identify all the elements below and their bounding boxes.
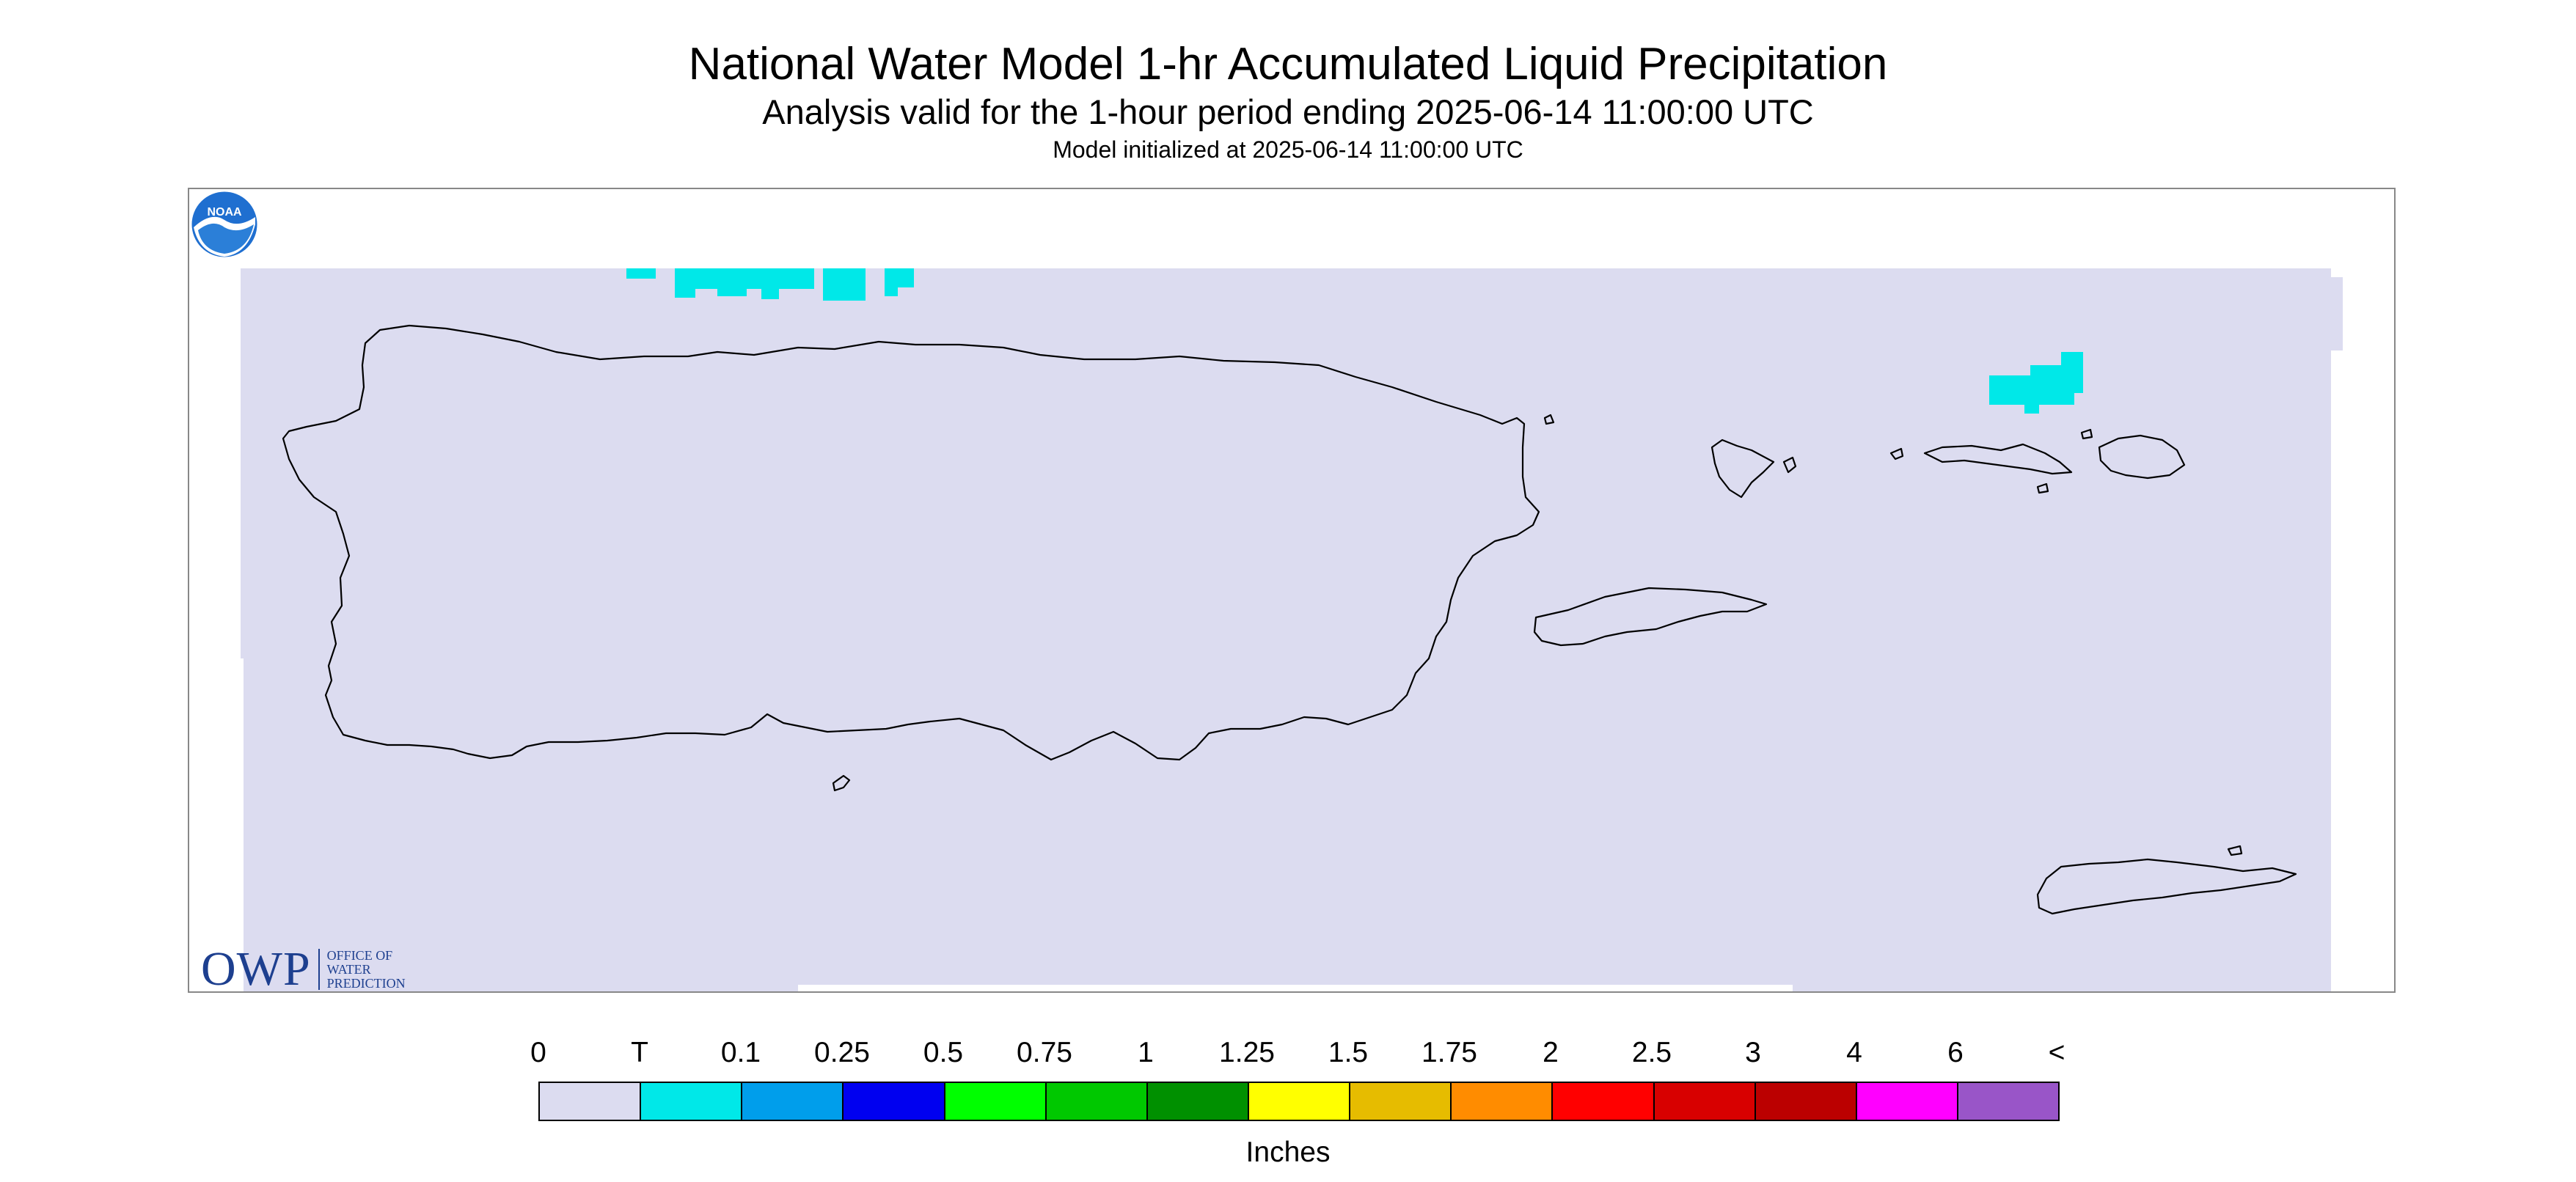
owp-logo-divider — [318, 949, 320, 990]
map-subtitle: Analysis valid for the 1-hour period end… — [762, 92, 1814, 131]
colorbar-tick-label: 3 — [1745, 1037, 1761, 1068]
small-islet-4 — [1543, 414, 1555, 425]
noaa-logo-icon: NOAA — [189, 189, 260, 260]
colorbar-units: Inches — [1245, 1137, 1331, 1168]
colorbar-swatch — [1452, 1083, 1554, 1120]
colorbar-swatch — [641, 1083, 743, 1120]
colorbar-swatch — [742, 1083, 844, 1120]
colorbar-tick-label: 4 — [1846, 1037, 1862, 1068]
st-croix-outline — [2036, 858, 2297, 915]
colorbar-tick-label: T — [631, 1037, 648, 1068]
precipitation-map — [241, 268, 2343, 991]
vieques-outline — [1533, 587, 1768, 647]
colorbar-labels: 0 T 0.1 0.25 0.5 0.75 1 1.25 1.5 1.75 2 2.5 3 4 6 < — [0, 1035, 2576, 1072]
small-islet-1 — [1889, 447, 1904, 460]
colorbar-tick-label: 1.25 — [1219, 1037, 1275, 1068]
culebrita-outline — [1782, 456, 1797, 474]
colorbar-swatch — [1958, 1083, 2059, 1120]
colorbar-swatch — [540, 1083, 642, 1120]
trace-precipitation — [626, 268, 2083, 414]
st-thomas-outline — [1923, 443, 2073, 475]
owp-logo-text: Office of Water Prediction — [326, 947, 406, 991]
colorbar-tick-label: 1 — [1138, 1037, 1154, 1068]
colorbar-swatch — [945, 1083, 1047, 1120]
colorbar-tick-label: 0.5 — [923, 1037, 964, 1068]
colorbar-tick-label: 1.5 — [1328, 1037, 1369, 1068]
map-panel: OWP Office of Water Prediction NOAA — [188, 188, 2396, 993]
small-islet-3 — [2080, 428, 2093, 440]
colorbar-swatch — [1856, 1083, 1958, 1120]
colorbar-tick-label: 1.75 — [1421, 1037, 1477, 1068]
colorbar-tick-label: 6 — [1947, 1037, 1964, 1068]
colorbar — [538, 1082, 2060, 1121]
colorbar-swatch — [1755, 1083, 1857, 1120]
model-init-time: Model initialized at 2025-06-14 11:00:00… — [1053, 136, 1523, 163]
puerto-rico-outline — [282, 324, 1540, 761]
colorbar-swatch — [1553, 1083, 1655, 1120]
colorbar-swatch — [844, 1083, 945, 1120]
colorbar-swatch — [1654, 1083, 1756, 1120]
colorbar-tick-label: 0.75 — [1017, 1037, 1072, 1068]
owp-logo-mark: OWP — [201, 942, 311, 993]
coastlines — [282, 324, 2297, 915]
colorbar-tick-label: 0.1 — [720, 1037, 761, 1068]
isla-caja-de-muertos-outline — [832, 774, 851, 792]
colorbar-swatch — [1046, 1083, 1148, 1120]
colorbar-swatch — [1248, 1083, 1351, 1120]
st-john-outline — [2098, 434, 2186, 480]
owp-logo: OWP Office of Water Prediction — [201, 942, 437, 993]
culebra-outline — [1710, 438, 1775, 499]
model-domain — [241, 268, 2343, 991]
small-islet-2 — [2036, 482, 2049, 494]
colorbar-tick-label: 2 — [1543, 1037, 1559, 1068]
colorbar-tick-label: 0.25 — [814, 1037, 870, 1068]
colorbar-tick-label: 0 — [530, 1037, 546, 1068]
noaa-logo-text: NOAA — [207, 206, 242, 219]
colorbar-swatch — [1147, 1083, 1249, 1120]
colorbar-swatch — [1350, 1083, 1452, 1120]
colorbar-tick-label: < — [2048, 1037, 2065, 1068]
colorbar-tick-label: 2.5 — [1631, 1037, 1672, 1068]
map-title: National Water Model 1-hr Accumulated Li… — [688, 39, 1888, 89]
buck-island-outline — [2227, 845, 2243, 856]
